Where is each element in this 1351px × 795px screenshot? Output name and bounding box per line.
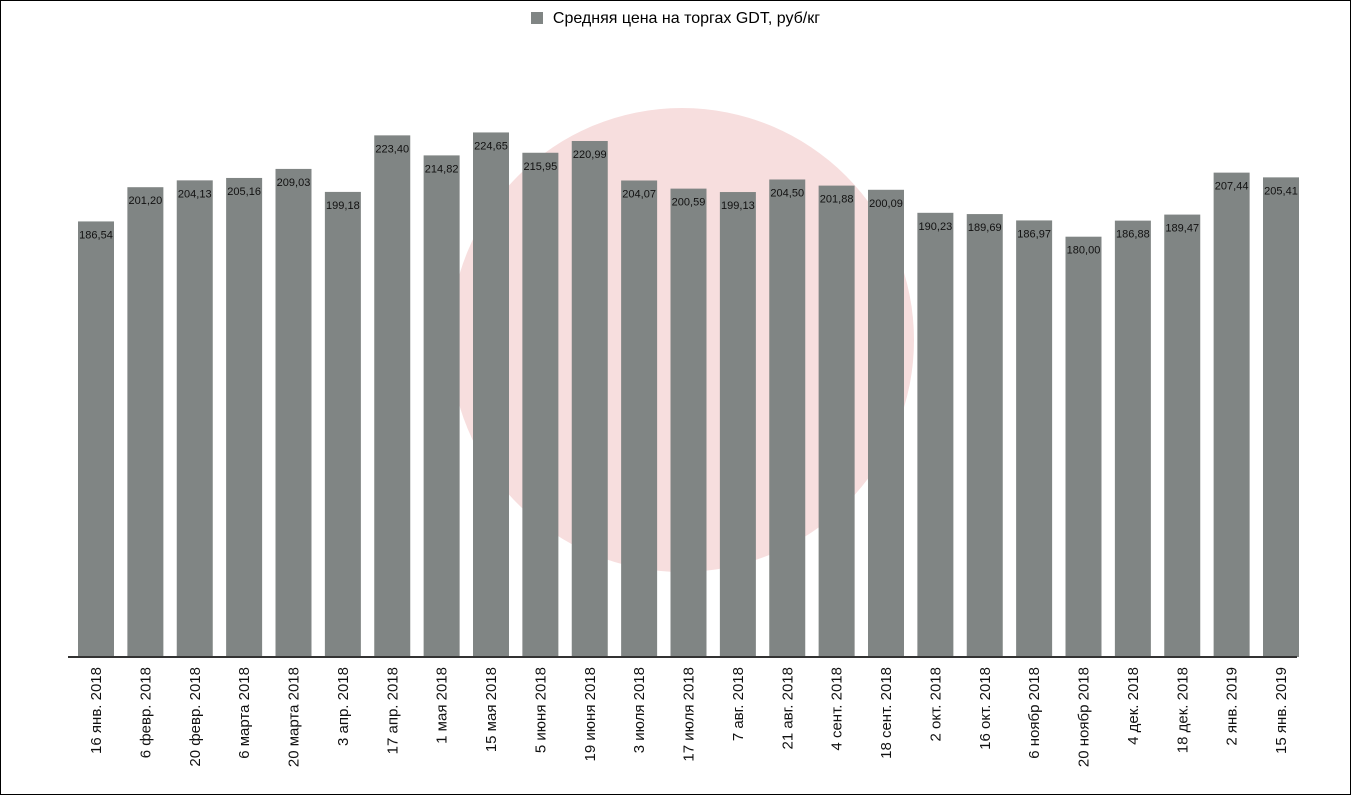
x-tick-label-21: 20 ноябр 2018 [1076, 667, 1093, 767]
x-tick-label-1: 16 янв. 2018 [88, 667, 105, 754]
data-label-4: 205,16 [227, 186, 261, 198]
bar-5 [275, 168, 312, 657]
x-tick-label-8: 1 мая 2018 [434, 667, 451, 744]
data-label-15: 204,50 [770, 187, 804, 199]
legend-label: Средняя цена на торгах GDT, руб/кг [552, 10, 821, 27]
bar-21 [1065, 236, 1102, 657]
bar-14 [719, 192, 756, 658]
bar-25 [1263, 177, 1299, 657]
x-tick-label-12: 3 июля 2018 [631, 667, 648, 753]
data-label-22: 186,88 [1116, 229, 1150, 241]
bar-8 [423, 155, 460, 657]
bar-22 [1114, 220, 1151, 657]
data-label-5: 209,03 [277, 177, 311, 189]
data-label-11: 220,99 [573, 149, 607, 161]
x-tick-label-23: 18 дек. 2018 [1174, 667, 1191, 753]
bar-19 [966, 214, 1003, 657]
x-tick-label-6: 3 апр. 2018 [335, 667, 352, 746]
bar-24 [1213, 172, 1250, 657]
data-label-18: 190,23 [919, 221, 953, 233]
data-label-21: 180,00 [1067, 245, 1101, 257]
x-tick-label-19: 16 окт. 2018 [977, 667, 994, 750]
data-label-23: 189,47 [1165, 223, 1199, 235]
bar-9 [473, 132, 509, 657]
x-tick-label-10: 5 июня 2018 [532, 667, 549, 753]
bar-10 [522, 152, 559, 657]
data-label-7: 223,40 [375, 143, 409, 155]
legend-swatch [530, 12, 543, 24]
x-tick-label-15: 21 авг. 2018 [779, 667, 796, 750]
x-tick-label-25: 15 янв. 2019 [1273, 667, 1290, 754]
bar-3 [176, 180, 213, 657]
x-tick-label-24: 2 янв. 2019 [1224, 667, 1241, 746]
data-label-25: 205,41 [1264, 185, 1298, 197]
data-label-12: 204,07 [622, 188, 656, 200]
x-tick-label-13: 17 июля 2018 [681, 667, 698, 762]
bar-20 [1016, 220, 1053, 657]
x-axis-tick-labels: 16 янв. 2018 6 февр. 2018 20 февр. 2018 6 м… [88, 667, 1290, 767]
data-labels: 186,54 201,20 204,13 205,16 209,03 199,18 223,… [79, 140, 1298, 256]
x-tick-label-17: 18 сент. 2018 [878, 667, 895, 759]
data-label-10: 215,95 [524, 161, 558, 173]
bar-12 [621, 180, 658, 657]
legend: Средняя цена на торгах GDT, руб/кг [0, 10, 1351, 28]
bar-17 [868, 189, 904, 657]
bar-13 [670, 188, 707, 657]
bar-23 [1164, 214, 1201, 657]
x-tick-label-11: 19 июня 2018 [582, 667, 599, 761]
x-tick-label-9: 15 мая 2018 [483, 667, 500, 752]
x-tick-label-3: 20 февр. 2018 [187, 667, 204, 767]
bar-7 [374, 135, 411, 658]
x-tick-label-22: 4 дек. 2018 [1125, 667, 1142, 745]
data-label-13: 200,59 [672, 197, 706, 209]
x-tick-label-7: 17 апр. 2018 [384, 667, 401, 754]
x-tick-label-5: 20 марта 2018 [286, 667, 303, 767]
data-label-20: 186,97 [1017, 228, 1051, 240]
bar-1 [78, 221, 114, 658]
data-label-2: 201,20 [129, 195, 163, 207]
x-tick-label-2: 6 февр. 2018 [137, 667, 154, 758]
data-label-24: 207,44 [1215, 181, 1249, 193]
data-label-6: 199,18 [326, 200, 360, 212]
x-tick-label-14: 7 авг. 2018 [730, 667, 747, 741]
data-label-8: 214,82 [425, 163, 459, 175]
x-tick-label-20: 6 ноябр 2018 [1026, 667, 1043, 759]
x-tick-label-18: 2 окт. 2018 [927, 667, 944, 742]
x-tick-label-16: 4 сент. 2018 [829, 667, 846, 751]
x-tick-label-4: 6 марта 2018 [236, 667, 253, 759]
data-label-17: 200,09 [869, 198, 903, 210]
data-label-1: 186,54 [79, 229, 113, 241]
bar-11 [571, 140, 608, 657]
data-label-14: 199,13 [721, 200, 755, 212]
data-label-3: 204,13 [178, 188, 212, 200]
data-label-16: 201,88 [820, 194, 854, 206]
bar-18 [917, 212, 954, 658]
bars [78, 132, 1299, 658]
bar-4 [226, 177, 263, 657]
data-label-9: 224,65 [474, 140, 508, 152]
data-label-19: 189,69 [968, 222, 1002, 234]
bar-15 [769, 179, 806, 657]
bar-16 [818, 185, 855, 657]
bar-6 [324, 191, 361, 657]
bar-2 [127, 187, 164, 657]
